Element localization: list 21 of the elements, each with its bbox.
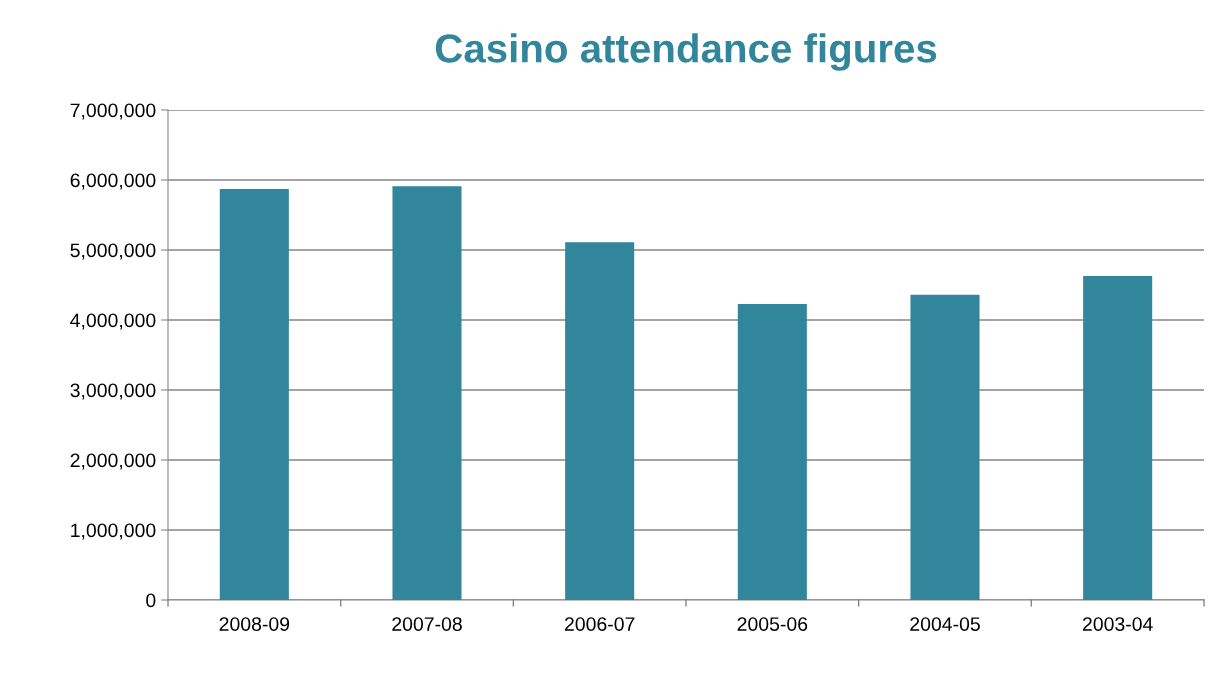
bar	[910, 294, 980, 600]
y-tick-label: 0	[146, 593, 156, 608]
chart-title: Casino attendance figures	[435, 33, 937, 71]
y-tick-label: 1,000,000	[71, 523, 156, 540]
x-tick-label: 2005-06	[737, 617, 808, 631]
y-tick-label: 4,000,000	[70, 313, 156, 330]
x-tick-label: 2008-09	[219, 617, 290, 631]
bar	[737, 303, 807, 600]
y-tick-label: 5,000,000	[70, 243, 156, 260]
x-tick-label: 2003-04	[1082, 617, 1153, 631]
y-tick-label: 6,000,000	[70, 173, 156, 190]
y-tick-label: 7,000,000	[70, 103, 156, 120]
x-tick-label: 2004-05	[910, 617, 980, 631]
bar	[565, 242, 635, 600]
bar	[392, 186, 462, 600]
x-tick-label: 2007-08	[392, 617, 462, 631]
y-tick-label: 3,000,000	[70, 383, 156, 400]
bar	[1083, 275, 1153, 600]
bar	[219, 189, 289, 600]
x-tick-label: 2006-07	[564, 617, 635, 631]
y-tick-label: 2,000,000	[70, 453, 156, 470]
